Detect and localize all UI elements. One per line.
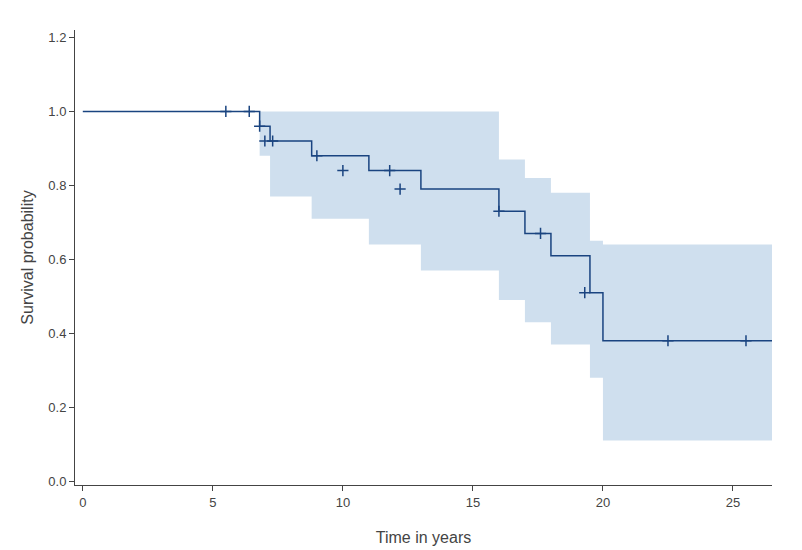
svg-text:Time in years: Time in years [376, 529, 471, 546]
svg-text:1.0: 1.0 [48, 104, 66, 119]
svg-text:10: 10 [336, 495, 350, 510]
svg-text:0.8: 0.8 [48, 178, 66, 193]
svg-text:5: 5 [209, 495, 216, 510]
svg-text:15: 15 [466, 495, 480, 510]
svg-text:Survival probability: Survival probability [19, 190, 36, 324]
svg-text:0.4: 0.4 [48, 326, 66, 341]
svg-text:1.2: 1.2 [48, 30, 66, 45]
svg-text:25: 25 [726, 495, 740, 510]
svg-text:0.6: 0.6 [48, 252, 66, 267]
svg-text:0: 0 [79, 495, 86, 510]
svg-text:20: 20 [596, 495, 610, 510]
svg-text:0.2: 0.2 [48, 400, 66, 415]
svg-text:0.0: 0.0 [48, 474, 66, 489]
